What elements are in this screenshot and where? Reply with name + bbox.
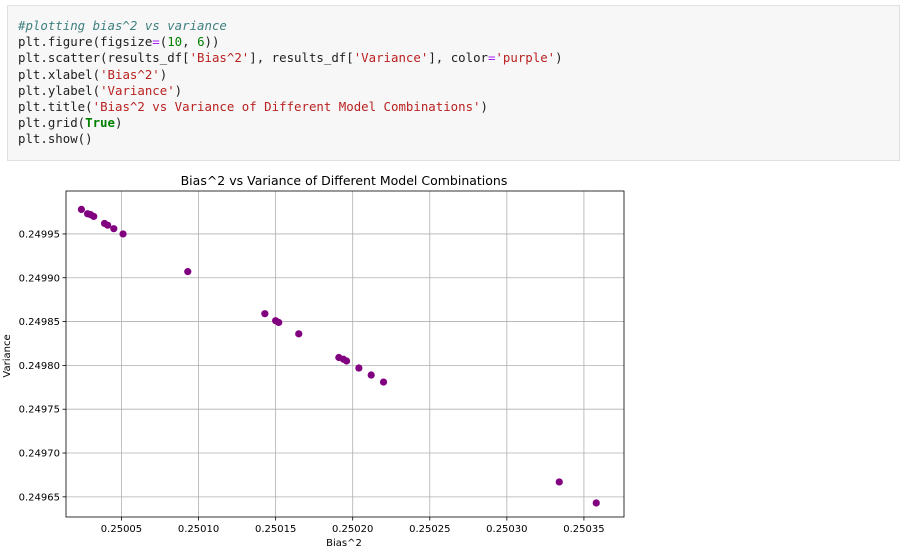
data-point — [90, 212, 98, 221]
y-tick-label: 0.24965 — [19, 492, 60, 503]
data-points — [77, 205, 600, 507]
x-tick-label: 0.25035 — [563, 524, 604, 535]
code-token: 'Bias^2' — [189, 50, 250, 66]
code-token: ) — [174, 82, 183, 98]
code-token: plt.show() — [18, 131, 93, 147]
data-point — [77, 205, 86, 214]
y-axis-ticks: 0.24965 0.24970 0.24975 0.24980 0.24985 0.249… — [19, 229, 66, 503]
code-token: plt.grid( — [18, 115, 86, 131]
x-axis-ticks: 0.25005 0.25010 0.25015 0.25020 0.25025 0.250… — [101, 517, 605, 535]
code-token: ) — [480, 99, 488, 115]
plot-area — [65, 190, 625, 518]
code-token: True — [85, 115, 115, 131]
code-token: plt.ylabel( — [18, 82, 101, 98]
code-token: 6 — [197, 34, 205, 50]
code-token: plt.scatter(results_df[ — [18, 50, 190, 66]
code-token: ) — [159, 66, 168, 82]
data-point — [110, 225, 118, 233]
x-tick-label: 0.25025 — [409, 524, 450, 535]
x-tick-label: 0.25020 — [332, 524, 373, 535]
data-point — [342, 357, 351, 365]
x-tick-label: 0.25005 — [101, 524, 142, 535]
data-point — [592, 499, 600, 507]
data-point — [119, 230, 127, 238]
data-point — [295, 330, 303, 338]
chart-title: Bias^2 vs Variance of Different Model Co… — [181, 173, 508, 188]
code-token: 10 — [167, 34, 183, 50]
x-tick-label: 0.25015 — [255, 524, 296, 535]
data-point — [184, 268, 192, 276]
code-cell[interactable]: #plotting bias^2 vs variance plt.figure(… — [7, 5, 900, 161]
code-token: ], results_df[ — [249, 50, 354, 66]
code-token: 'Bias^2' — [100, 66, 160, 82]
data-point — [379, 378, 388, 386]
y-tick-label: 0.24990 — [19, 273, 60, 284]
data-point — [555, 478, 563, 486]
code-token: = — [152, 34, 160, 50]
y-tick-label: 0.24985 — [19, 317, 60, 328]
y-tick-label: 0.24980 — [19, 361, 60, 372]
code-token: ) — [555, 50, 563, 66]
code-token: ) — [114, 115, 123, 131]
y-tick-label: 0.24995 — [19, 229, 60, 240]
code-token: )) — [204, 34, 220, 50]
data-point — [104, 221, 112, 229]
code-token: , — [182, 34, 198, 50]
code-token: plt.title( — [18, 99, 93, 115]
code-token: 'Variance' — [353, 50, 429, 66]
grid-lines — [66, 191, 624, 517]
code-token: plt.figure(figsize — [18, 34, 153, 50]
code-token: ], color — [428, 50, 488, 66]
code-text[interactable]: #plotting bias^2 vs variance plt.figure(… — [18, 18, 563, 148]
code-token: #plotting bias^2 vs variance — [18, 18, 227, 33]
data-point — [261, 310, 269, 318]
x-tick-label: 0.25030 — [486, 524, 527, 535]
code-token: 'purple' — [495, 50, 556, 66]
code-token: = — [488, 50, 496, 66]
y-tick-label: 0.24975 — [19, 405, 60, 416]
code-token: ( — [159, 34, 168, 50]
code-token: 'Variance' — [100, 82, 175, 98]
code-token: 'Bias^2 vs Variance of Different Model C… — [92, 99, 481, 115]
y-tick-label: 0.24970 — [19, 449, 60, 460]
data-point — [275, 318, 283, 327]
x-tick-label: 0.25010 — [178, 524, 219, 535]
data-point — [355, 364, 363, 372]
data-point — [367, 371, 375, 379]
x-axis-label: Bias^2 — [326, 538, 362, 549]
y-axis-label: Variance — [2, 334, 13, 377]
scatter-chart: 0.25005 0.25010 0.25015 0.25020 0.25025 0.250… — [2, 173, 625, 549]
code-token: plt.xlabel( — [18, 66, 101, 82]
